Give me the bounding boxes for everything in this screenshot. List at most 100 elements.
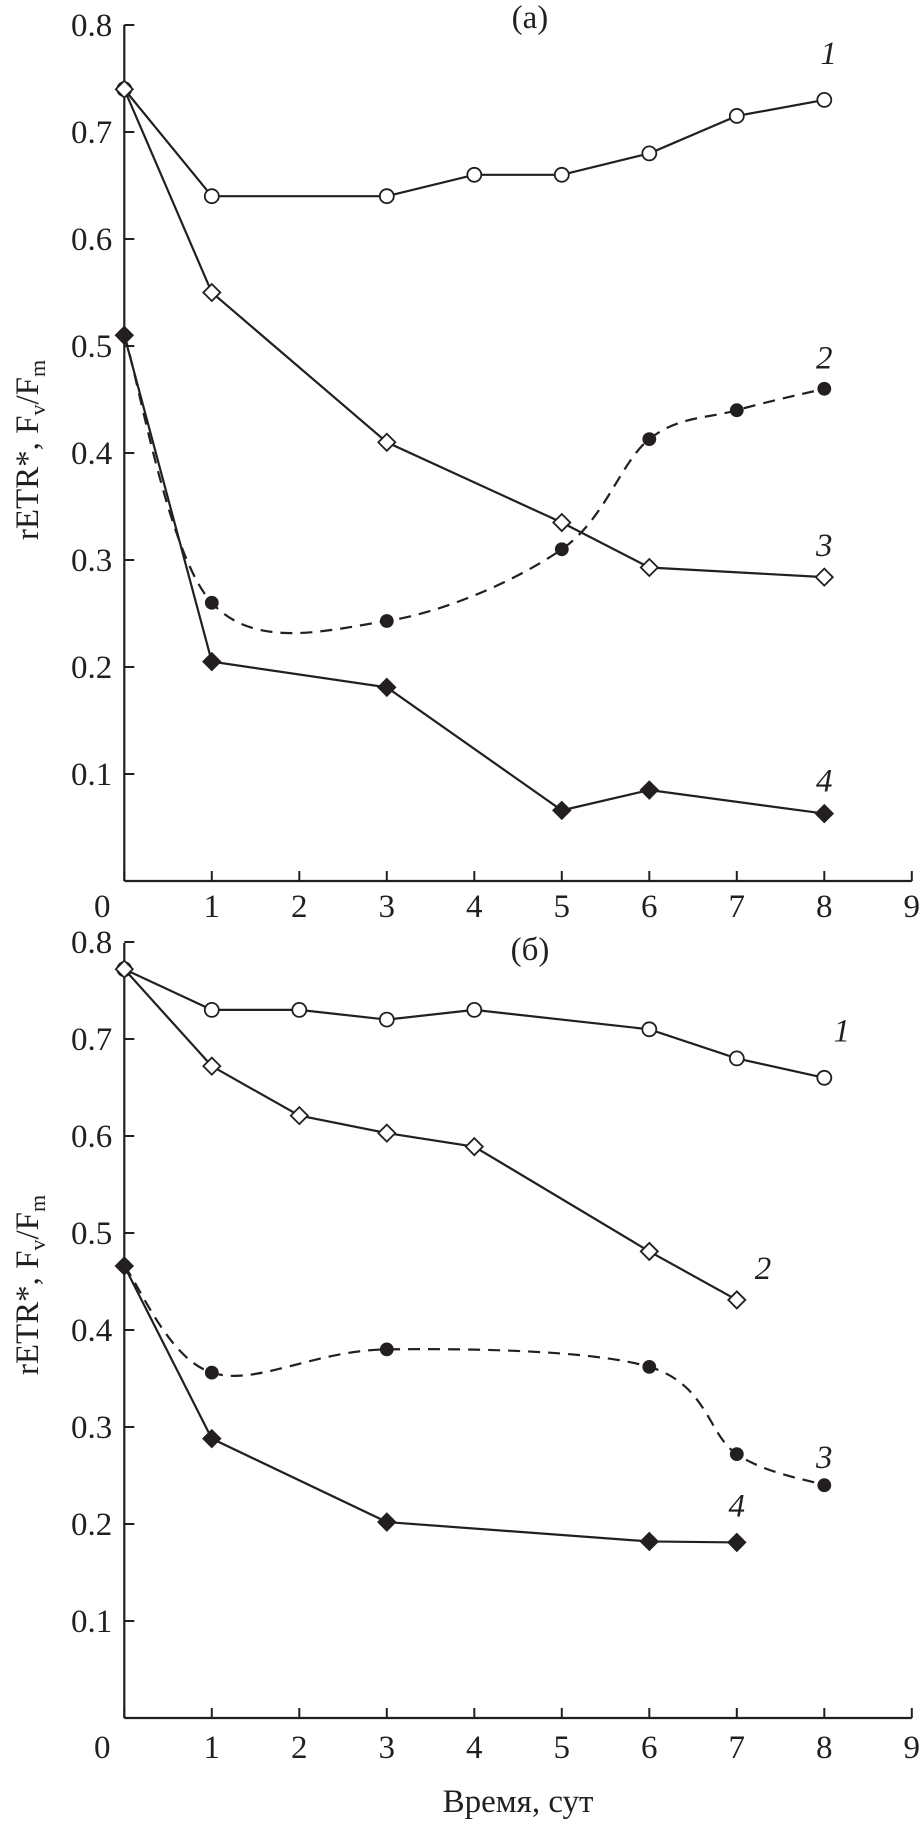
x-tick-label: 5 xyxy=(554,1730,571,1766)
x-tick-label: 0 xyxy=(94,1730,111,1766)
data-point xyxy=(377,677,397,698)
data-point xyxy=(642,1359,657,1374)
data-point xyxy=(552,512,572,533)
y-tick-label: 0.8 xyxy=(71,925,112,961)
y-tick-label: 0.7 xyxy=(71,115,112,151)
x-tick-label: 9 xyxy=(904,1730,921,1766)
data-point xyxy=(641,1021,658,1038)
series-label: 3 xyxy=(815,1440,833,1476)
data-point xyxy=(377,1512,397,1532)
x-tick-label: 9 xyxy=(904,889,921,925)
data-point xyxy=(466,166,483,183)
series-label: 2 xyxy=(816,341,833,377)
y-tick-label: 0.5 xyxy=(71,329,112,365)
data-point xyxy=(816,92,833,108)
data-point xyxy=(379,614,394,628)
series-3: 3 xyxy=(114,79,835,587)
series-label: 3 xyxy=(815,528,833,564)
data-point xyxy=(114,1256,135,1276)
panel-title: (а) xyxy=(512,0,549,36)
y-tick-label: 0.6 xyxy=(71,222,112,258)
y-axis-label: rETR*, Fv/Fm xyxy=(10,360,50,540)
data-point xyxy=(727,1532,747,1553)
data-point xyxy=(378,1011,395,1028)
x-tick-label: 8 xyxy=(816,1730,833,1766)
y-tick-label: 0.6 xyxy=(71,1119,112,1155)
series-line xyxy=(123,334,825,635)
data-point xyxy=(114,959,135,979)
y-axis-label-sub2: m xyxy=(25,360,50,377)
y-tick-label: 0.7 xyxy=(71,1022,112,1058)
x-tick-label: 8 xyxy=(816,889,833,925)
panel-a: 0 1 2 3 4 5 6 7 8 9 0.1 0.2 0.3 0.4 0.5 0.6 0.7 0.8 (а) rET… xyxy=(10,0,920,925)
x-tick-label: 1 xyxy=(204,1730,221,1766)
series-line xyxy=(123,88,825,198)
data-point xyxy=(639,1531,660,1552)
data-point xyxy=(729,1447,744,1462)
panel-b: 0 1 2 3 4 5 6 7 8 9 0.1 0.2 0.3 0.4 0.5 0.6 0.7 0.8 (б) rET… xyxy=(10,925,920,1820)
y-tick-label: 0.2 xyxy=(71,1507,112,1543)
data-point xyxy=(378,188,395,205)
x-tick-label: 3 xyxy=(379,1730,396,1766)
x-tick-label: 0 xyxy=(94,889,111,925)
data-point xyxy=(816,1069,833,1086)
y-tick-label: 0.1 xyxy=(71,757,112,793)
y-tick-label: 0.3 xyxy=(71,1410,112,1446)
data-point xyxy=(202,1428,222,1449)
data-point xyxy=(203,1002,220,1018)
series-2: 2 xyxy=(117,328,833,635)
series-4: 4 xyxy=(114,325,835,824)
series-label: 2 xyxy=(755,1251,772,1287)
y-axis-label-mid: /F xyxy=(10,1212,46,1240)
data-point xyxy=(814,803,835,824)
data-point xyxy=(728,1050,745,1067)
data-point xyxy=(639,557,660,578)
series-label: 4 xyxy=(729,1489,746,1525)
data-point xyxy=(553,166,570,183)
y-tick-label: 0.4 xyxy=(71,1313,112,1349)
data-point xyxy=(464,1136,485,1157)
y-axis-label: rETR*, Fv/Fm xyxy=(10,1195,50,1375)
series-line xyxy=(123,968,825,1079)
x-tick-label: 7 xyxy=(729,1730,746,1766)
y-axis-label-sub1: v xyxy=(25,404,50,415)
series-1: 1 xyxy=(116,961,851,1086)
data-point xyxy=(728,108,745,124)
x-tick-label: 6 xyxy=(641,889,658,925)
data-point xyxy=(552,800,572,821)
series-label: 4 xyxy=(816,763,833,799)
series-label: 1 xyxy=(820,36,837,72)
y-tick-label: 0.1 xyxy=(71,1604,112,1640)
data-point xyxy=(817,381,832,396)
series-4: 4 xyxy=(114,1256,747,1553)
x-tick-label: 2 xyxy=(291,889,308,925)
x-tick-label: 6 xyxy=(641,1730,658,1766)
series-2: 2 xyxy=(114,959,772,1310)
series-label: 1 xyxy=(834,1013,851,1049)
data-point xyxy=(814,567,835,587)
x-tick-label: 4 xyxy=(466,1730,483,1766)
data-point xyxy=(377,432,397,453)
data-point xyxy=(202,282,222,303)
y-axis-label-main: rETR*, F xyxy=(10,1250,46,1375)
series-line xyxy=(123,88,825,579)
data-point xyxy=(202,651,222,672)
data-point xyxy=(114,325,135,346)
x-tick-label: 1 xyxy=(204,889,221,925)
data-point xyxy=(202,1056,222,1076)
series-line xyxy=(123,1265,825,1487)
y-tick-label: 0.2 xyxy=(71,650,112,686)
data-point xyxy=(642,432,657,446)
y-axis-label-main: rETR*, F xyxy=(10,415,46,540)
data-point xyxy=(114,79,135,99)
data-point xyxy=(641,145,658,162)
data-point xyxy=(379,1342,394,1357)
data-point xyxy=(289,1105,310,1126)
data-point xyxy=(729,403,744,418)
x-tick-label: 2 xyxy=(291,1730,308,1766)
x-tick-label: 5 xyxy=(554,889,571,925)
x-tick-label: 7 xyxy=(729,889,746,925)
data-point xyxy=(554,542,569,557)
y-axis-label-mid: /F xyxy=(10,377,46,405)
